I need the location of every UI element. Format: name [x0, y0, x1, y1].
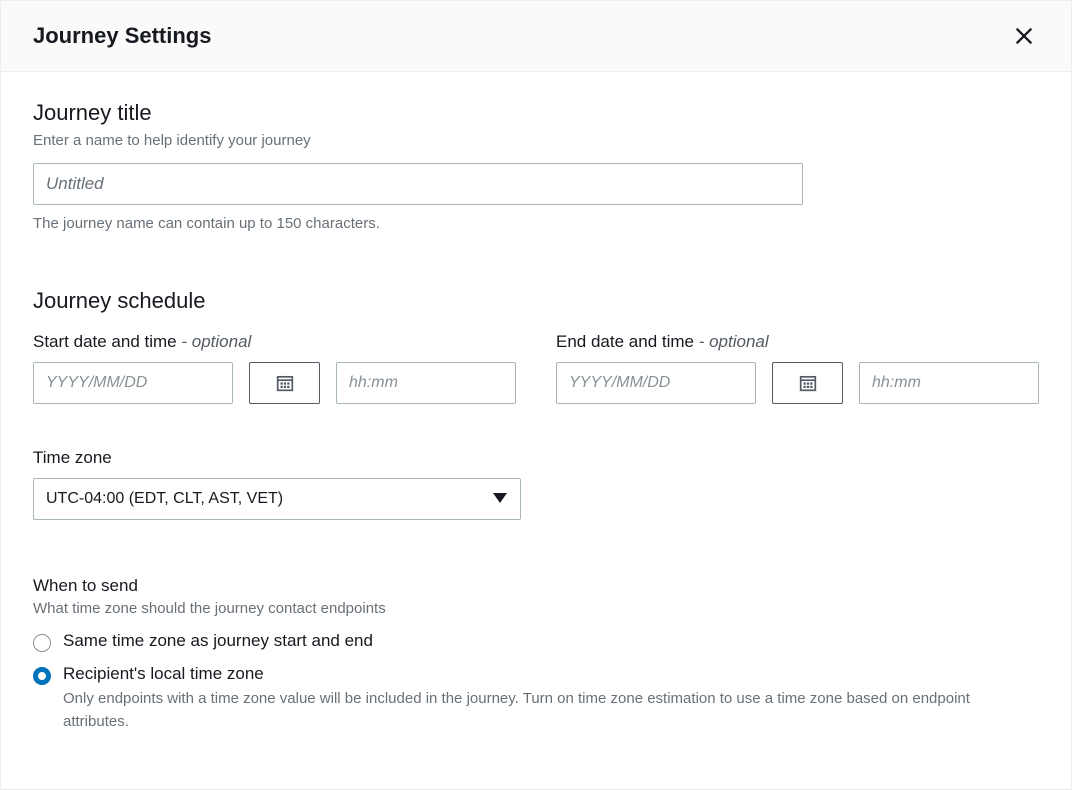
end-optional-suffix: - optional — [694, 332, 769, 351]
journey-schedule-heading: Journey schedule — [33, 288, 1039, 314]
radio-icon — [33, 667, 51, 685]
panel-header: Journey Settings — [1, 1, 1071, 72]
radio-label-recipient: Recipient's local time zone — [63, 664, 1039, 684]
radio-icon — [33, 634, 51, 652]
timezone-selected-value: UTC-04:00 (EDT, CLT, AST, VET) — [46, 490, 283, 508]
end-label: End date and time - optional — [556, 332, 1039, 352]
radio-content: Same time zone as journey start and end — [63, 631, 1039, 651]
journey-title-input[interactable] — [33, 163, 803, 205]
schedule-row: Start date and time - optional — [33, 332, 1039, 404]
radio-content: Recipient's local time zone Only endpoin… — [63, 664, 1039, 733]
close-button[interactable] — [1009, 21, 1039, 51]
calendar-icon — [799, 374, 817, 392]
radio-option-recipient-timezone[interactable]: Recipient's local time zone Only endpoin… — [33, 664, 1039, 733]
journey-title-subtitle: Enter a name to help identify your journ… — [33, 132, 1039, 149]
radio-option-same-timezone[interactable]: Same time zone as journey start and end — [33, 631, 1039, 652]
timezone-select-wrap: UTC-04:00 (EDT, CLT, AST, VET) — [33, 478, 521, 520]
timezone-select[interactable]: UTC-04:00 (EDT, CLT, AST, VET) — [33, 478, 521, 520]
end-date-input[interactable] — [556, 362, 756, 404]
radio-label-same: Same time zone as journey start and end — [63, 631, 1039, 651]
start-inputs — [33, 362, 516, 404]
start-label: Start date and time - optional — [33, 332, 516, 352]
panel-body: Journey title Enter a name to help ident… — [1, 72, 1071, 773]
journey-title-helper: The journey name can contain up to 150 c… — [33, 215, 1039, 232]
close-icon — [1013, 25, 1035, 47]
radio-desc-recipient: Only endpoints with a time zone value wi… — [63, 688, 1039, 733]
journey-schedule-section: Journey schedule Start date and time - o… — [33, 288, 1039, 733]
end-inputs — [556, 362, 1039, 404]
start-date-input[interactable] — [33, 362, 233, 404]
end-time-input[interactable] — [859, 362, 1039, 404]
when-to-send-heading: When to send — [33, 576, 1039, 596]
calendar-icon — [276, 374, 294, 392]
journey-title-section: Journey title Enter a name to help ident… — [33, 100, 1039, 232]
journey-settings-panel: Journey Settings Journey title Enter a n… — [0, 0, 1072, 790]
start-datetime-group: Start date and time - optional — [33, 332, 516, 404]
start-calendar-button[interactable] — [249, 362, 320, 404]
when-to-send-section: When to send What time zone should the j… — [33, 576, 1039, 733]
start-time-input[interactable] — [336, 362, 516, 404]
timezone-section: Time zone UTC-04:00 (EDT, CLT, AST, VET) — [33, 448, 1039, 520]
panel-title: Journey Settings — [33, 23, 211, 49]
when-to-send-subtitle: What time zone should the journey contac… — [33, 600, 1039, 617]
end-label-text: End date and time — [556, 332, 694, 351]
journey-title-heading: Journey title — [33, 100, 1039, 126]
end-datetime-group: End date and time - optional — [556, 332, 1039, 404]
timezone-label: Time zone — [33, 448, 1039, 468]
start-optional-suffix: - optional — [177, 332, 252, 351]
end-calendar-button[interactable] — [772, 362, 843, 404]
start-label-text: Start date and time — [33, 332, 177, 351]
